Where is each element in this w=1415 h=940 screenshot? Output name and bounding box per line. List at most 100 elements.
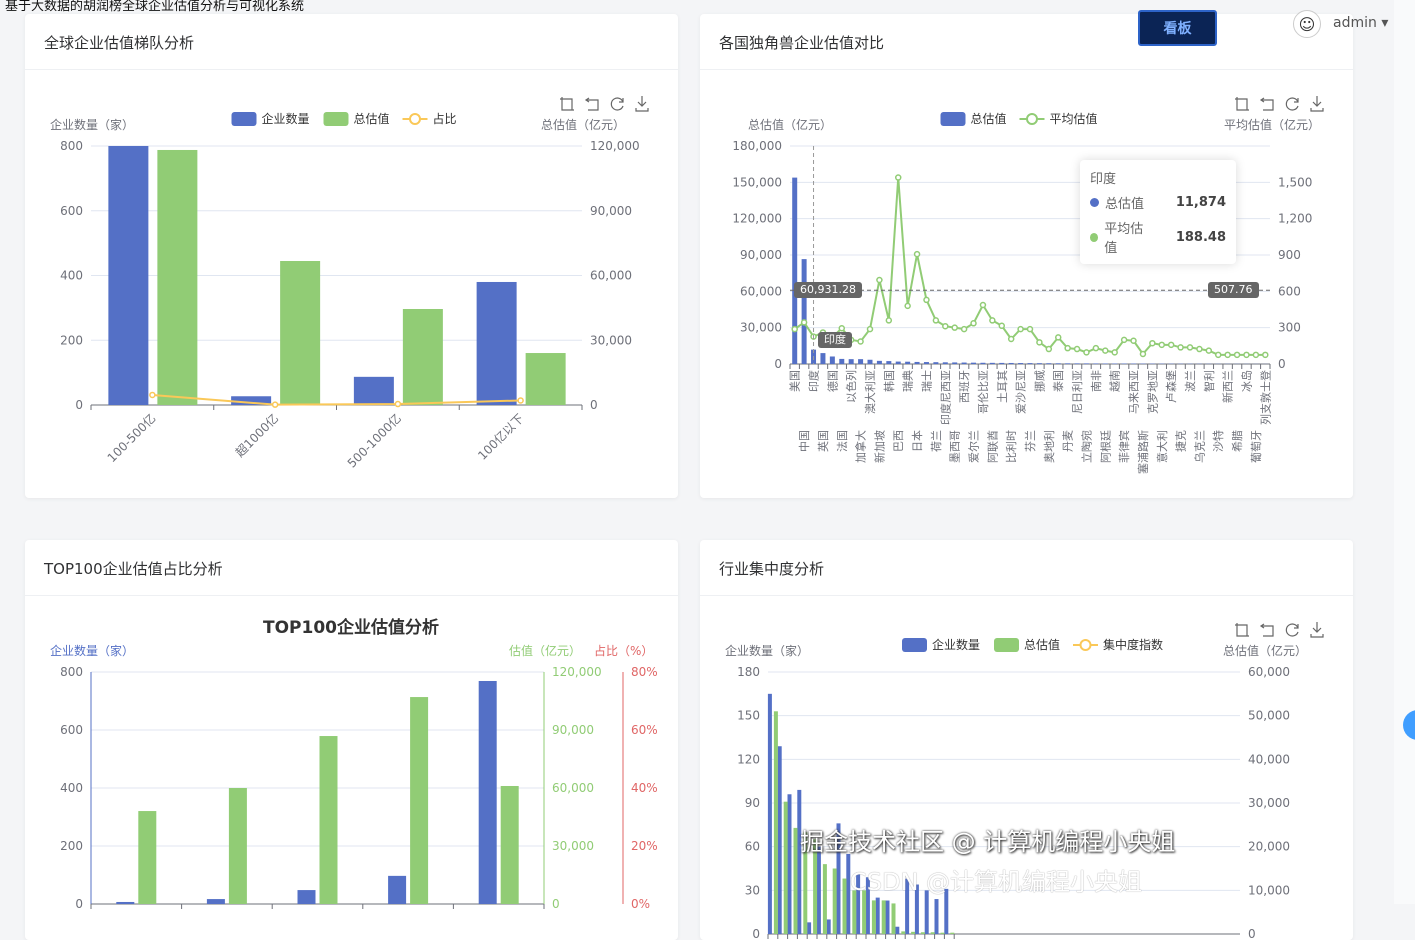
x-tick-label: 英国 (816, 430, 830, 452)
scrollbar[interactable] (1394, 0, 1415, 904)
bar-企业数量 (886, 901, 890, 934)
bar-企业数量 (298, 890, 316, 904)
legend-label: 总估值 (1024, 637, 1060, 652)
dot-icon (1090, 233, 1098, 242)
bar-总估值 (862, 890, 866, 934)
x-tick-label: 瑞典 (901, 370, 915, 392)
dot-icon (1090, 198, 1099, 207)
board-button[interactable]: 看板 (1138, 10, 1217, 46)
download-icon[interactable] (636, 96, 648, 111)
y-axis-title: 企业数量（家） (50, 117, 134, 132)
bar-估值 (410, 697, 428, 904)
point-平均估值 (1244, 352, 1249, 357)
point-平均估值 (924, 297, 929, 302)
download-icon[interactable] (1311, 622, 1323, 637)
point-平均估值 (1131, 338, 1136, 343)
y-tick-label: 200 (60, 333, 83, 347)
x-tick-label: 荷兰 (930, 430, 943, 452)
point-平均估值 (943, 324, 948, 329)
y2-tick-label: 10,000 (1248, 883, 1290, 897)
y-tick-label: 180 (737, 665, 760, 679)
x-tick-label: 挪威 (1032, 370, 1046, 392)
y-axis-title: 总估值（亿元） (748, 117, 832, 132)
legend-label: 企业数量 (262, 111, 310, 126)
zoom-reset-icon[interactable] (1261, 98, 1273, 110)
tooltip-value: 188.48 (1152, 230, 1226, 245)
y2-tick-label: 120,000 (552, 665, 602, 679)
x-tick-label: 500-1000亿 (344, 411, 404, 471)
point-平均估值 (1188, 345, 1193, 350)
y-tick-label: 120 (737, 752, 760, 766)
download-icon[interactable] (1311, 96, 1323, 111)
y-tick-label: 120,000 (732, 212, 782, 226)
bar-企业数量 (207, 899, 225, 904)
bar-企业数量 (768, 694, 772, 934)
point-平均估值 (1206, 348, 1211, 353)
y-tick-label: 200 (60, 839, 83, 853)
restore-icon[interactable] (611, 98, 623, 110)
restore-icon[interactable] (1286, 624, 1298, 636)
x-tick-label: 印度 (807, 370, 821, 392)
x-tick-label: 泰国 (1051, 370, 1065, 392)
x-tick-label: 捷克 (1174, 430, 1188, 452)
legend-label: 总估值 (354, 111, 390, 126)
zoom-reset-icon[interactable] (586, 98, 598, 110)
bar-总估值 (931, 932, 935, 934)
point-平均估值 (1197, 347, 1202, 352)
x-tick-label: 奥地利 (1042, 430, 1056, 463)
point-平均估值 (980, 302, 985, 307)
y2-axis-title: 总估值（亿元） (541, 117, 625, 132)
bar-总估值 (802, 259, 807, 364)
y-axis-title: 企业数量（家） (725, 643, 809, 658)
y3-tick-label: 80% (631, 665, 658, 679)
x-tick-label: 列支敦士登 (1258, 370, 1272, 425)
x-tick-label: 爱尔兰 (968, 430, 981, 463)
zoom-icon[interactable] (1235, 623, 1249, 636)
bar-企业数量 (876, 898, 880, 934)
zoom-icon[interactable] (1235, 97, 1249, 110)
bar-总估值 (1028, 363, 1033, 364)
bar-企业数量 (925, 890, 929, 934)
x-tick-label: 墨西哥 (949, 430, 962, 463)
point-平均估值 (1159, 342, 1164, 347)
bar-总估值 (971, 363, 976, 364)
x-tick-label: 巴西 (892, 430, 905, 452)
point-平均估值 (1037, 340, 1042, 345)
bar-总估值 (794, 828, 798, 934)
y2-tick-label: 0 (552, 897, 560, 911)
zoom-icon[interactable] (560, 97, 574, 110)
y2-tick-label: 50,000 (1248, 709, 1290, 723)
user-menu[interactable]: admin ▾ (1333, 15, 1388, 31)
x-tick-label: 越南 (1108, 370, 1122, 392)
point-平均估值 (905, 303, 910, 308)
restore-icon[interactable] (1286, 98, 1298, 110)
axis-pointer-right-label: 507.76 (1208, 282, 1259, 298)
point-平均估值 (1225, 352, 1230, 357)
legend-label: 总估值 (971, 111, 1007, 126)
y-tick-label: 0 (774, 357, 782, 371)
bar-总估值 (872, 900, 876, 934)
y3-tick-label: 60% (631, 723, 658, 737)
x-tick-label: 新西兰 (1221, 370, 1235, 403)
legend-circle-icon (410, 114, 420, 124)
bar-总估值 (980, 363, 985, 364)
bar-总估值 (911, 932, 915, 934)
y2-tick-label: 30,000 (1248, 796, 1290, 810)
x-tick-label: 印度尼西亚 (938, 370, 952, 425)
bar-总估值 (952, 362, 957, 364)
point-平均估值 (1122, 337, 1127, 342)
point-平均估值 (915, 252, 920, 257)
y2-tick-label: 300 (1278, 321, 1301, 335)
point-平均估值 (877, 277, 882, 282)
y2-tick-label: 120,000 (590, 139, 640, 153)
bar-估值 (320, 736, 338, 904)
y-tick-label: 0 (752, 927, 760, 940)
x-tick-label: 葡萄牙 (1250, 430, 1263, 463)
legend-swatch (994, 638, 1019, 652)
avatar[interactable]: ☺ (1293, 10, 1321, 38)
x-tick-label: 阿联酋 (985, 430, 999, 463)
y-tick-label: 150 (737, 709, 760, 723)
y2-tick-label: 900 (1278, 248, 1301, 262)
zoom-reset-icon[interactable] (1261, 624, 1273, 636)
